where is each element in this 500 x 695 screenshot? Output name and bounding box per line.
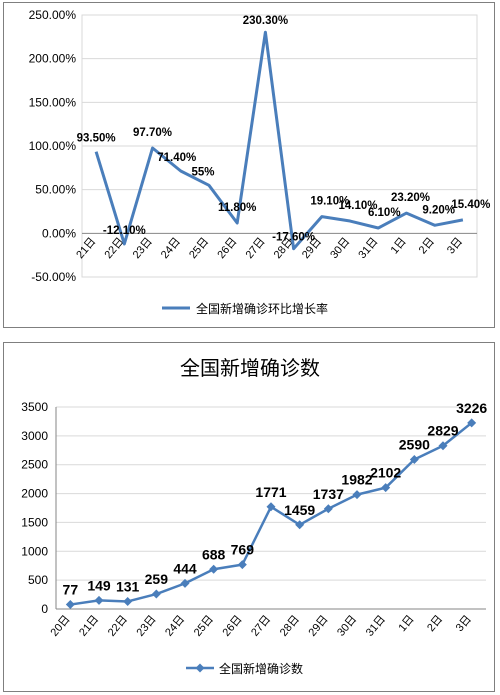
x-tick-label: 31日: [364, 613, 388, 639]
x-tick-label: 25日: [187, 236, 211, 262]
chart-title: 全国新增确诊数: [180, 356, 320, 380]
x-tick-label: 20日: [48, 613, 72, 639]
y-tick-label: 2500: [21, 458, 48, 472]
growth-rate-chart-panel: 250.00% 200.00% 150.00% 100.00% 50.00% 0.00% -…: [3, 2, 495, 328]
data-point: [123, 596, 133, 606]
data-label: 93.50%: [77, 133, 116, 145]
data-label: 1982: [341, 472, 372, 488]
data-point: [65, 600, 75, 610]
x-tick-label: 31日: [356, 236, 380, 262]
x-tick-label: 3日: [445, 236, 465, 257]
y-tick-label: 50.00%: [35, 183, 76, 197]
x-tick-label: 24日: [159, 236, 183, 262]
data-label: 3226: [456, 400, 487, 416]
y-tick-label: 150.00%: [29, 95, 77, 109]
x-tick-label: 3日: [454, 613, 474, 634]
data-label: 230.30%: [243, 15, 288, 27]
data-label: 97.70%: [133, 127, 172, 139]
x-tick-label: 23日: [131, 236, 155, 262]
x-tick-label: 23日: [134, 613, 158, 639]
data-label: 77: [63, 582, 79, 598]
x-tick-label: 2日: [417, 236, 437, 257]
data-point: [151, 589, 161, 599]
data-point: [438, 441, 448, 451]
y-tick-label: 1000: [21, 544, 48, 558]
data-point: [266, 502, 276, 512]
data-label: 131: [116, 578, 140, 594]
x-tick-label: 30日: [328, 236, 352, 262]
x-tick-label: 24日: [163, 613, 187, 639]
data-label: 14.10%: [339, 200, 378, 212]
data-label: 149: [87, 577, 111, 593]
data-label: 1771: [255, 484, 286, 500]
data-label: 1737: [313, 486, 344, 502]
x-tick-label: 1日: [396, 613, 416, 634]
data-point: [237, 560, 247, 570]
data-label: 769: [231, 542, 255, 558]
data-label: 444: [173, 560, 197, 576]
x-tick-label: 26日: [220, 613, 244, 639]
x-tick-label: 27日: [244, 236, 268, 262]
data-label: 2590: [399, 437, 430, 453]
legend: 全国新增确诊数: [186, 661, 303, 676]
x-tick-label: 26日: [215, 236, 239, 262]
y-tick-label: 200.00%: [29, 52, 77, 66]
data-point: [352, 490, 362, 500]
y-tick-label: 2000: [21, 487, 48, 501]
x-tick-label: 27日: [249, 613, 273, 639]
data-point: [409, 455, 419, 465]
y-tick-label: 0: [41, 602, 48, 616]
y-tick-label: 3000: [21, 429, 48, 443]
data-point: [209, 564, 219, 574]
data-point: [467, 418, 477, 428]
data-point: [323, 504, 333, 514]
x-tick-label: 30日: [335, 613, 359, 639]
x-tick-label: 21日: [77, 613, 101, 639]
data-point: [295, 520, 305, 530]
x-tick-label: 21日: [74, 236, 98, 262]
x-tick-label: 2日: [425, 613, 445, 634]
growth-rate-chart: 250.00% 200.00% 150.00% 100.00% 50.00% 0.00% -…: [29, 8, 491, 316]
data-point: [180, 578, 190, 588]
data-label: 2829: [427, 423, 458, 439]
y-tick-label: 250.00%: [29, 8, 77, 22]
data-label: 55%: [191, 166, 214, 178]
y-tick-label: -50.00%: [31, 270, 76, 284]
legend-label: 全国新增确诊数: [219, 661, 303, 676]
data-label: 19.10%: [310, 196, 349, 208]
data-point: [94, 595, 104, 605]
legend-label: 全国新增确诊环比增长率: [196, 301, 328, 316]
data-label: 9.20%: [422, 204, 455, 216]
data-label: 11.80%: [218, 202, 256, 214]
data-label: 1459: [284, 502, 315, 518]
new-cases-chart-panel: 全国新增确诊数 3500 3000 2500 2000 1500 1000 500 0 20日 21…: [3, 342, 495, 692]
data-point: [381, 483, 391, 493]
series-line: [94, 30, 464, 251]
data-label: -12.10%: [103, 225, 146, 237]
data-label: 15.40%: [451, 199, 490, 211]
x-tick-label: 25日: [192, 613, 216, 639]
legend: 全国新增确诊环比增长率: [162, 301, 328, 316]
y-tick-label: 1500: [21, 515, 48, 529]
data-label: -17.60%: [272, 232, 315, 244]
data-label: 2102: [370, 465, 401, 481]
data-label: 23.20%: [391, 192, 430, 204]
data-label: 6.10%: [368, 207, 401, 219]
y-tick-label: 100.00%: [29, 139, 77, 153]
data-label: 71.40%: [157, 152, 196, 164]
y-tick-label: 500: [28, 573, 48, 587]
legend-marker: [195, 663, 205, 673]
y-tick-label: 0.00%: [42, 226, 76, 240]
x-tick-label: 28日: [278, 613, 302, 639]
x-tick-label: 29日: [306, 613, 330, 639]
y-tick-label: 3500: [21, 400, 48, 414]
x-tick-label: 1日: [389, 236, 409, 257]
data-label: 259: [145, 571, 169, 587]
data-label: 688: [202, 546, 226, 562]
x-tick-label: 22日: [106, 613, 130, 639]
